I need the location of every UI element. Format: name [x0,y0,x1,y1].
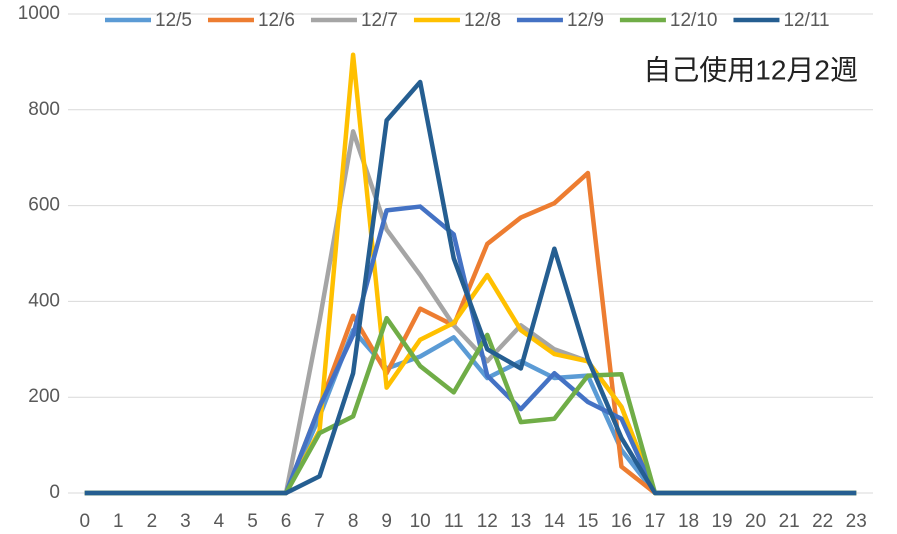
x-tick-label: 19 [711,511,732,532]
series-line [84,52,857,496]
x-tick-label: 12 [477,511,498,532]
legend-label: 12/5 [155,10,192,31]
x-tick-label: 8 [348,511,359,532]
x-tick-label: 11 [444,511,464,532]
x-tick-label: 23 [846,511,867,532]
x-tick-label: 16 [611,511,632,532]
legend-label: 12/9 [567,10,604,31]
x-tick-label: 5 [247,511,258,532]
x-tick-label: 20 [745,511,766,532]
x-tick-label: 18 [678,511,699,532]
x-tick-label: 17 [644,511,665,532]
x-tick-label: 0 [79,511,90,532]
y-tick-label: 1000 [18,3,60,24]
x-tick-label: 3 [180,511,191,532]
legend-label: 12/11 [783,10,829,31]
y-tick-label: 200 [28,386,60,407]
legend-label: 12/10 [670,10,718,31]
y-tick-label: 400 [28,290,60,311]
series-line [84,170,857,496]
annotation: 自己使用12月2週 [643,54,858,85]
x-tick-label: 7 [314,511,325,532]
legend-label: 12/6 [258,10,295,31]
x-tick-label: 13 [510,511,531,532]
x-tick-label: 22 [812,511,833,532]
x-tick-label: 9 [381,511,392,532]
x-tick-label: 21 [779,511,800,532]
y-tick-label: 0 [49,482,60,503]
y-tick-label: 600 [28,195,60,216]
x-tick-label: 6 [281,511,292,532]
y-tick-label: 800 [28,99,60,120]
x-tick-label: 14 [544,511,566,532]
x-tick-label: 2 [147,511,158,532]
series-line [84,79,857,496]
x-tick-label: 10 [410,511,431,532]
legend-label: 12/7 [361,10,398,31]
x-tick-label: 4 [214,511,225,532]
series-line [84,327,857,496]
x-tick-label: 1 [113,511,124,532]
x-tick-label: 15 [577,511,598,532]
series-line [84,204,857,496]
legend-label: 12/8 [464,10,501,31]
